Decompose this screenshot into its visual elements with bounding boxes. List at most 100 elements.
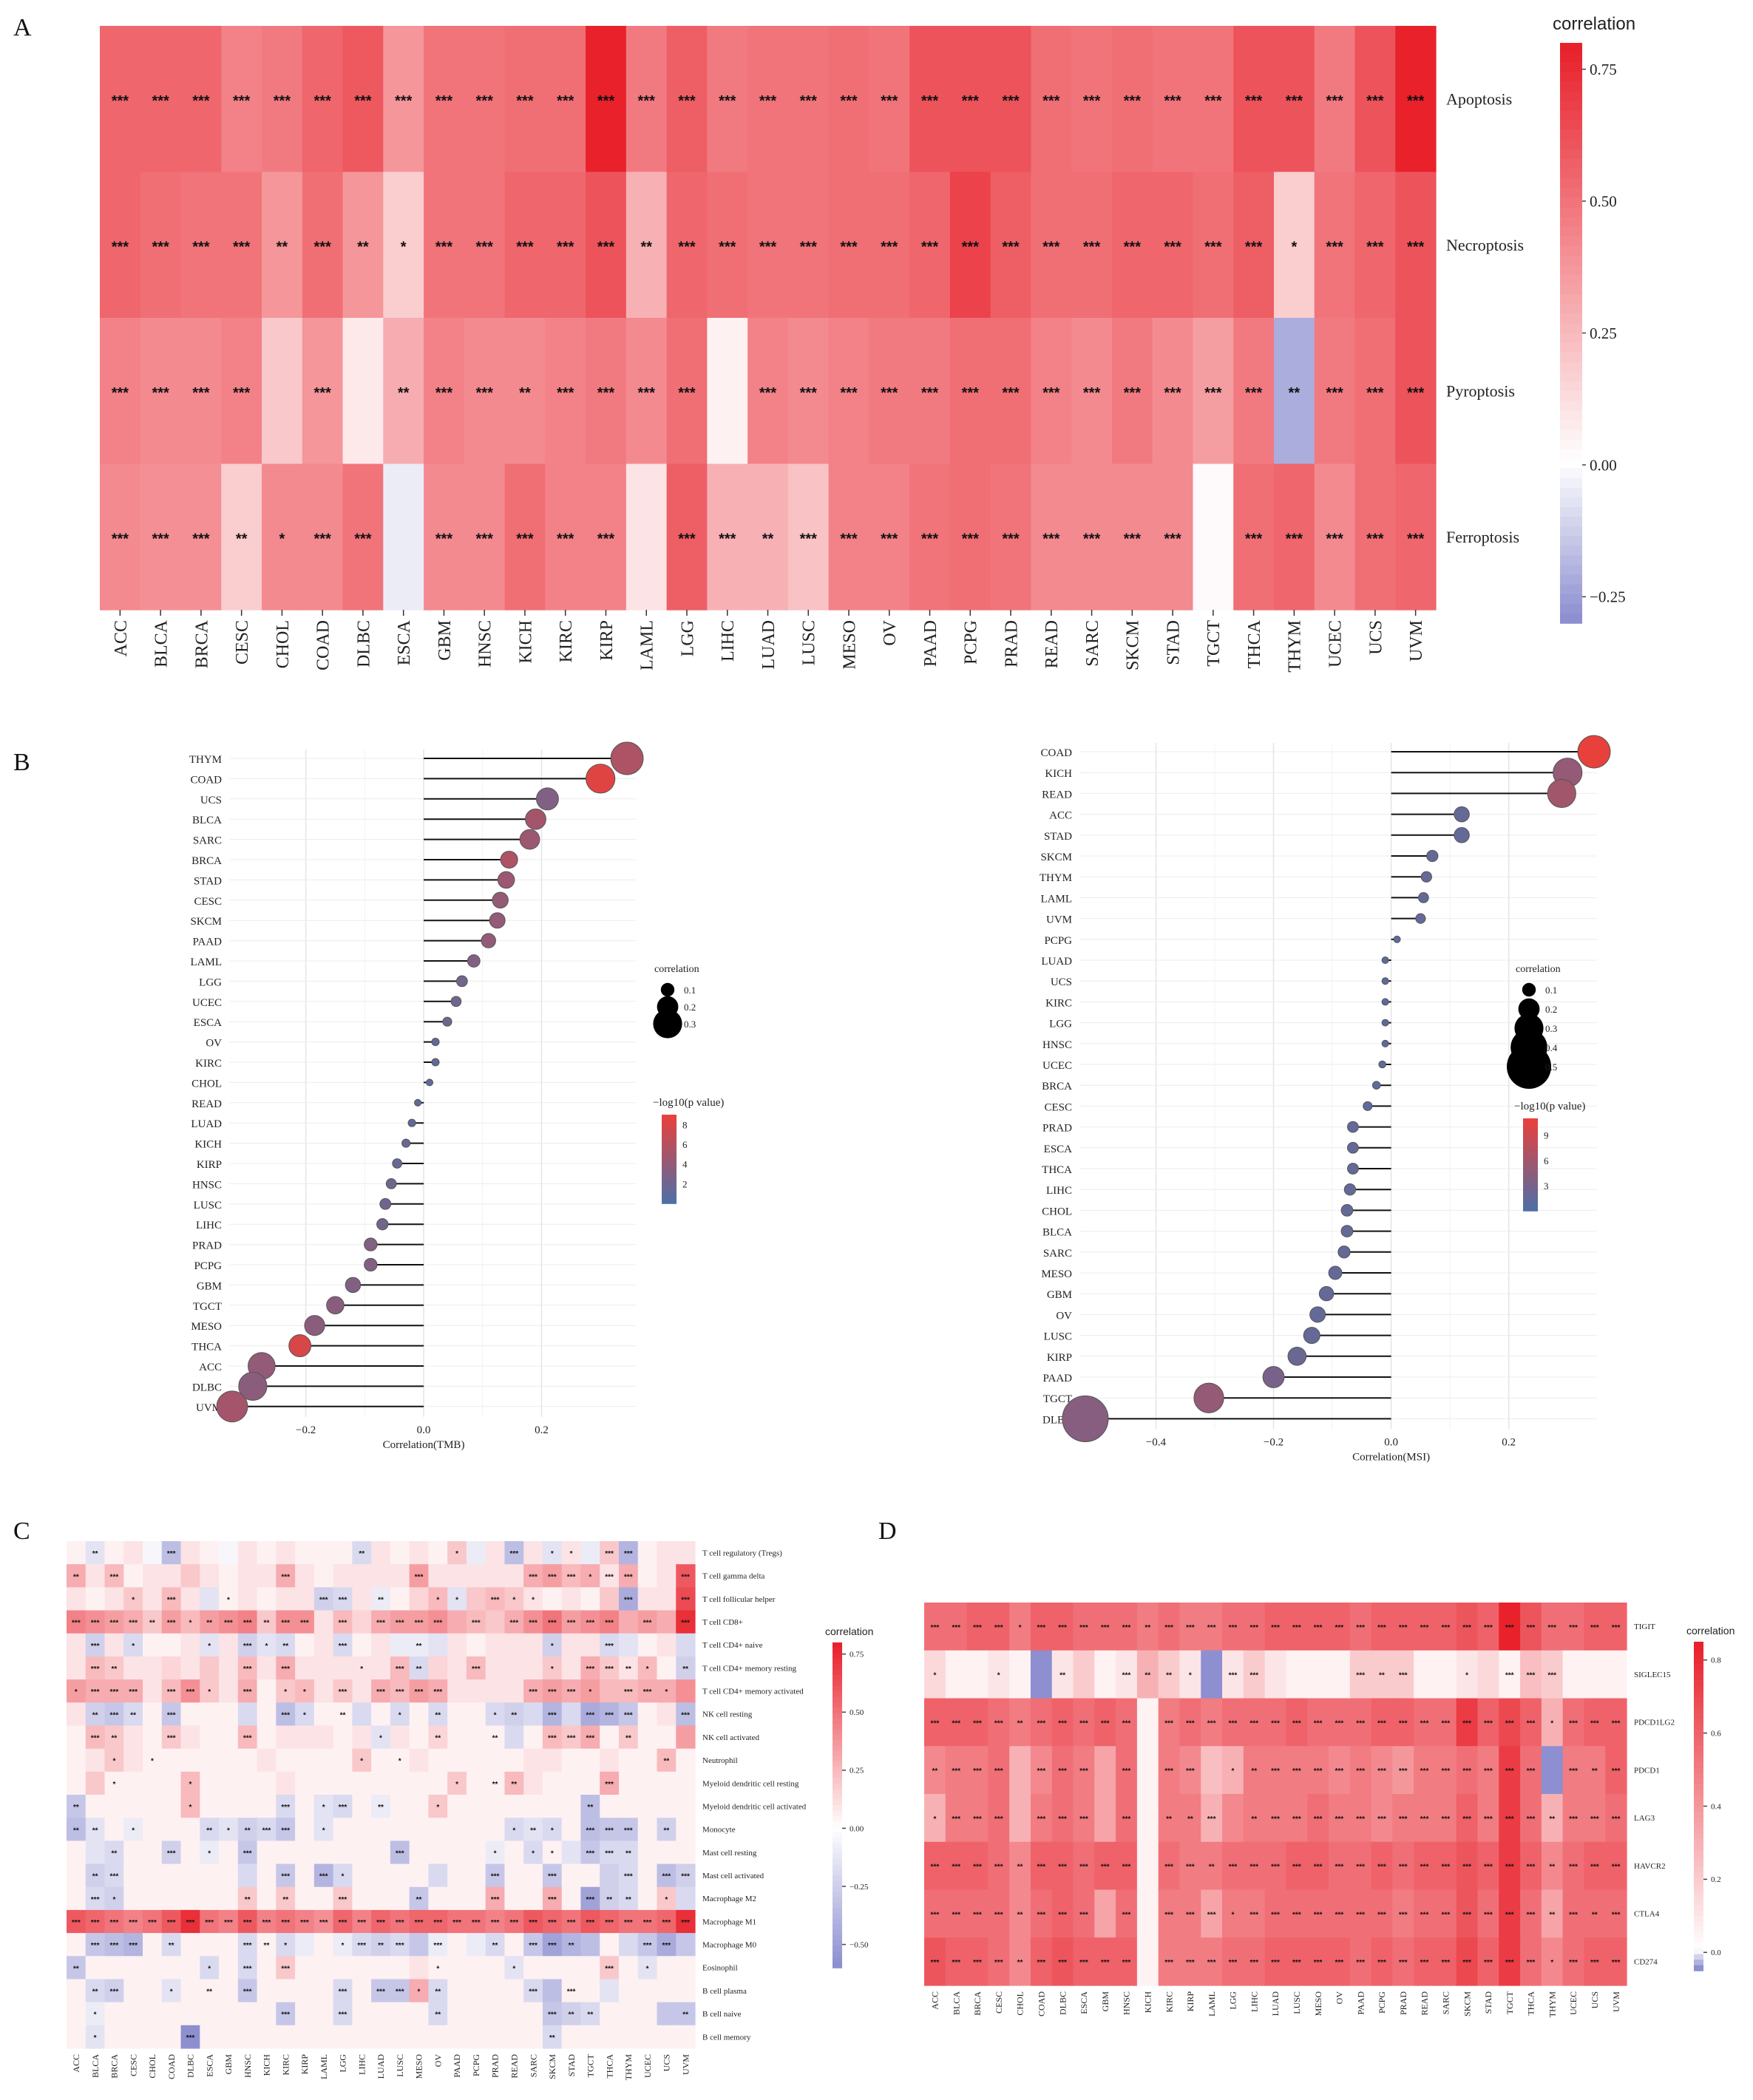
cell-t-cell-gamma-delta-cesc bbox=[123, 1564, 143, 1588]
significance-pyroptosis-kich: ** bbox=[519, 385, 531, 401]
cell-lag3-stad bbox=[1477, 1794, 1499, 1843]
significance-siglec15-thca: *** bbox=[1527, 1672, 1536, 1680]
significance-t-cell-follicular-helper-prad: *** bbox=[491, 1596, 500, 1604]
cell-b-cell-plasma-thca bbox=[600, 1979, 620, 2003]
cell-siglec15-lgg bbox=[1222, 1650, 1244, 1699]
significance-ctla4-sarc: *** bbox=[1441, 1911, 1450, 1919]
cell-b-cell-memory-ucs bbox=[657, 2025, 677, 2049]
cell-macrophage-m1-skcm bbox=[542, 1909, 563, 1934]
cell-b-cell-naive-kirc bbox=[276, 2002, 296, 2026]
color-legend-step bbox=[662, 1186, 677, 1189]
cell-t-cell-cd4-memory-activated-kich bbox=[257, 1679, 277, 1703]
cell-neutrophil-coad bbox=[161, 1748, 182, 1773]
cell-myeloid-dendritic-cell-resting-cesc bbox=[123, 1771, 143, 1795]
cell-mast-cell-resting-meso bbox=[409, 1841, 429, 1865]
cell-nk-cell-activated-ov bbox=[428, 1725, 448, 1750]
cell-b-cell-naive-kich bbox=[257, 2002, 277, 2026]
significance-b-cell-naive-kirc: *** bbox=[281, 2011, 290, 2019]
cell-b-cell-naive-lgg bbox=[333, 2002, 353, 2026]
legend-gradient-step bbox=[833, 1750, 842, 1757]
significance-t-cell-follicular-helper-luad: ** bbox=[378, 1596, 384, 1604]
cell-t-cell-cd8-kirc bbox=[276, 1610, 296, 1634]
significance-macrophage-m2-blca: *** bbox=[91, 1896, 100, 1904]
cell-mast-cell-activated-kirc bbox=[276, 1863, 296, 1888]
significance-lag3-ov: *** bbox=[1335, 1815, 1344, 1824]
legend-gradient-step bbox=[1560, 487, 1582, 498]
cell-b-cell-memory-lgg bbox=[333, 2025, 353, 2049]
significance-mast-cell-activated-thym: *** bbox=[624, 1873, 633, 1881]
cell-b-cell-plasma-luad bbox=[371, 1979, 391, 2003]
cell-t-cell-cd4-naive-brca bbox=[104, 1633, 124, 1657]
cell-myeloid-dendritic-cell-resting-lihc bbox=[352, 1771, 372, 1795]
significance-cd274-thym: * bbox=[1550, 1959, 1553, 1967]
cell-b-cell-plasma-blca bbox=[85, 1979, 106, 2003]
legend-gradient-step bbox=[1694, 1948, 1703, 1955]
legend-gradient-step bbox=[1694, 1833, 1703, 1840]
legend-gradient-step bbox=[1694, 1861, 1703, 1867]
dot-kirp bbox=[392, 1158, 403, 1169]
significance-macrophage-m1-kirp: *** bbox=[300, 1919, 309, 1927]
significance-macrophage-m0-kirc: * bbox=[284, 1942, 287, 1950]
cell-pyroptosis-uvm bbox=[1395, 318, 1437, 465]
significance-t-cell-gamma-delta-kirc: *** bbox=[281, 1573, 290, 1581]
significance-apoptosis-lgg: *** bbox=[678, 93, 696, 109]
cell-b-cell-plasma-acc bbox=[67, 1979, 87, 2003]
cell-t-cell-cd4-naive-prad bbox=[485, 1633, 506, 1657]
legend-gradient-step bbox=[1560, 245, 1582, 256]
legend-gradient-step bbox=[1694, 1844, 1703, 1851]
legend-gradient-step bbox=[1560, 207, 1582, 218]
color-legend-step bbox=[662, 1155, 677, 1158]
significance-pyroptosis-esca: ** bbox=[398, 385, 410, 401]
cell-necroptosis-gbm bbox=[424, 171, 465, 319]
cell-macrophage-m0-dlbc bbox=[180, 1933, 200, 1957]
cell-b-cell-memory-prad bbox=[485, 2025, 506, 2049]
cell-mast-cell-activated-coad bbox=[161, 1863, 182, 1888]
cell-eosinophil-prad bbox=[485, 1956, 506, 1980]
y-label-sarc: SARC bbox=[193, 835, 222, 847]
y-label-hnsc: HNSC bbox=[1042, 1039, 1072, 1051]
cell-t-cell-cd4-memory-activated-prad bbox=[485, 1679, 506, 1703]
significance-t-cell-follicular-helper-read: * bbox=[512, 1596, 515, 1604]
cell-nk-cell-resting-ucec bbox=[637, 1702, 658, 1727]
legend-gradient-step bbox=[1694, 1735, 1703, 1741]
significance-pdcd1-skcm: *** bbox=[1462, 1767, 1471, 1776]
cell-monocyte-meso bbox=[409, 1818, 429, 1841]
legend-gradient-step bbox=[1560, 401, 1582, 411]
legend-gradient-step bbox=[1560, 361, 1582, 373]
cell-mast-cell-activated-kich bbox=[257, 1863, 277, 1888]
dot-esca bbox=[1347, 1141, 1359, 1154]
significance-neutrophil-lihc: * bbox=[360, 1758, 363, 1766]
size-legend-label: 0.3 bbox=[684, 1019, 696, 1030]
cell-lag3-kirp bbox=[1179, 1794, 1201, 1843]
cell-ferroptosis-read bbox=[1031, 463, 1072, 611]
cell-ferroptosis-kich bbox=[504, 463, 546, 611]
significance-t-cell-gamma-delta-uvm: *** bbox=[681, 1573, 690, 1581]
cell-t-cell-cd4-memory-resting-laml bbox=[313, 1656, 334, 1680]
cell-mast-cell-resting-blca bbox=[85, 1841, 106, 1865]
col-label-ucec: UCEC bbox=[642, 2054, 653, 2078]
cell-t-cell-cd8-brca bbox=[104, 1610, 124, 1634]
significance-necroptosis-chol: ** bbox=[277, 239, 288, 255]
cell-macrophage-m1-prad bbox=[485, 1909, 506, 1934]
significance-macrophage-m1-ov: *** bbox=[433, 1919, 442, 1927]
legend-gradient-step bbox=[833, 1880, 842, 1887]
cell-pdcd1lg2-thym bbox=[1541, 1698, 1564, 1747]
cell-macrophage-m2-coad bbox=[161, 1886, 182, 1911]
significance-pyroptosis-paad: *** bbox=[921, 385, 939, 401]
significance-ctla4-laml: *** bbox=[1207, 1911, 1216, 1919]
cell-monocyte-dlbc bbox=[180, 1818, 200, 1841]
cell-monocyte-lgg bbox=[333, 1818, 353, 1841]
col-label-cesc: CESC bbox=[128, 2054, 138, 2076]
cell-ctla4-stad bbox=[1477, 1889, 1499, 1938]
significance-pdcd1lg2-paad: *** bbox=[1356, 1719, 1365, 1727]
significance-lag3-acc: * bbox=[933, 1815, 936, 1824]
col-label-brca: BRCA bbox=[972, 1991, 983, 2016]
cell-cd274-dlbc bbox=[1051, 1937, 1074, 1986]
cell-macrophage-m0-thca bbox=[600, 1933, 620, 1957]
cell-pyroptosis-prad bbox=[990, 318, 1032, 465]
color-legend-step bbox=[662, 1166, 677, 1169]
cell-siglec15-coad bbox=[1030, 1650, 1053, 1699]
cell-t-cell-cd4-memory-activated-read bbox=[504, 1679, 524, 1703]
significance-macrophage-m0-coad: ** bbox=[169, 1942, 174, 1950]
legend-gradient-step bbox=[1694, 1849, 1703, 1857]
